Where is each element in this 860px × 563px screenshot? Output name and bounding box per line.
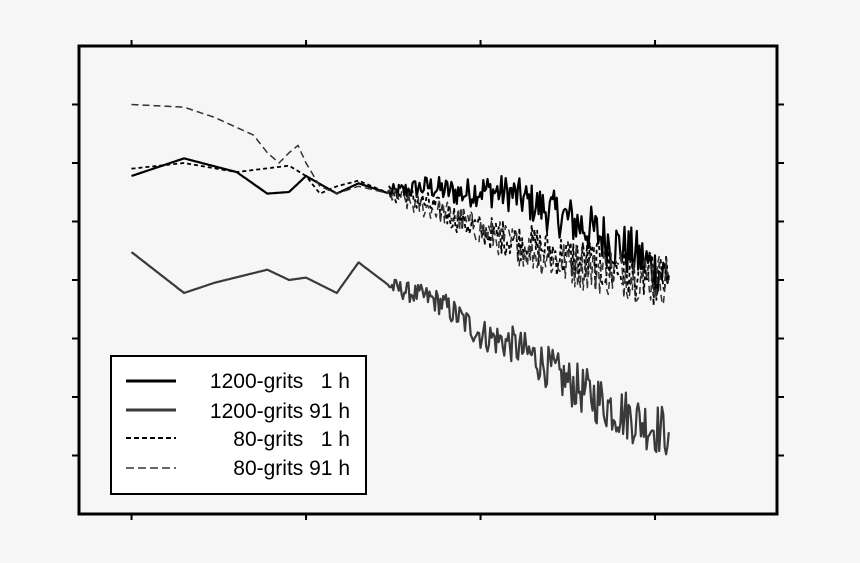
legend-label-1200-91h: 1200-grits 91 h xyxy=(210,400,350,423)
legend-label-80-91h: 80-grits 91 h xyxy=(233,457,350,480)
series-line-3 xyxy=(131,103,670,305)
tick-marks xyxy=(72,40,784,520)
series-line-0 xyxy=(131,157,670,297)
legend-label-1200-1h: 1200-grits 1 h xyxy=(210,370,350,393)
legend-box xyxy=(110,355,367,495)
series-lines xyxy=(130,103,670,456)
legend-label-80-1h: 80-grits 1 h xyxy=(233,428,350,451)
series-line-1 xyxy=(130,251,670,456)
legend: 1200-grits 1 h 1200-grits 91 h 80-grits … xyxy=(110,355,367,495)
